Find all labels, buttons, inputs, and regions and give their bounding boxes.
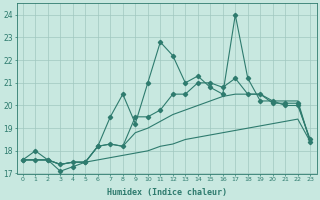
X-axis label: Humidex (Indice chaleur): Humidex (Indice chaleur) — [107, 188, 227, 197]
